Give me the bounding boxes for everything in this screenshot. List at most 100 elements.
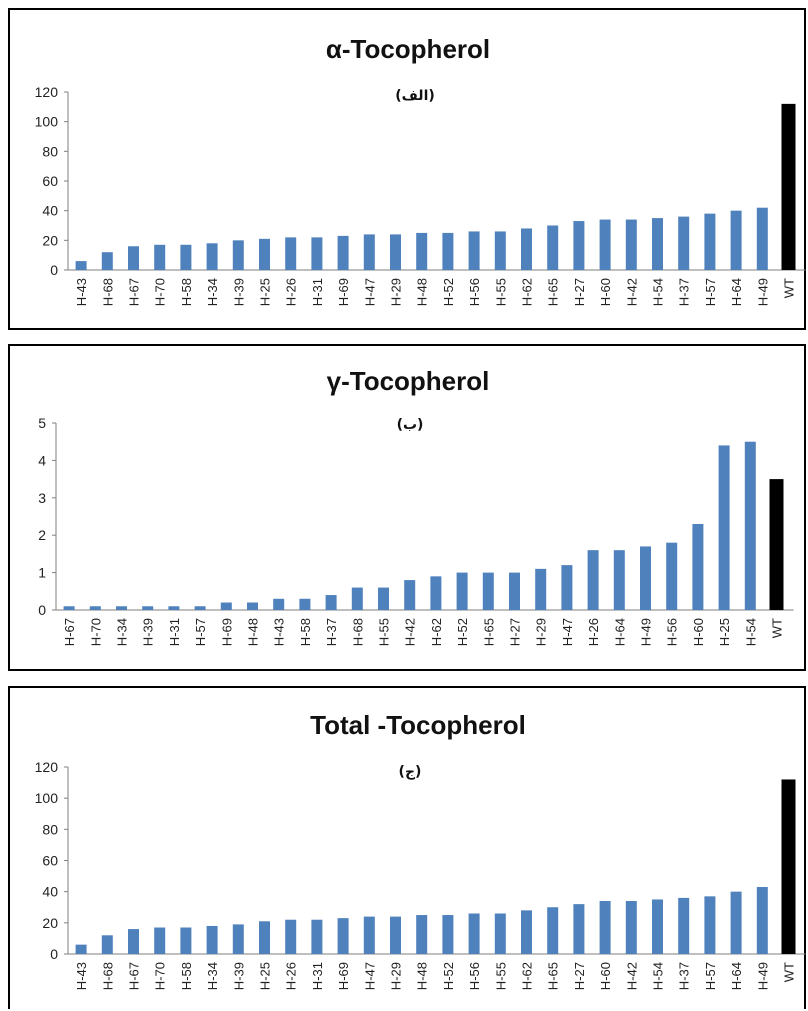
bar-wt [769,479,784,610]
x-tick-label: H-67 [127,962,142,990]
bar-h-26 [587,550,599,610]
x-tick-label: H-64 [729,278,744,306]
x-tick-label: H-57 [703,278,718,306]
x-tick-label: H-54 [651,962,666,990]
bar-h-70 [89,606,101,610]
bar-h-68 [101,252,113,270]
bar-h-47 [363,234,375,270]
bar-h-60 [599,219,611,270]
bar-h-68 [101,935,113,954]
bar-h-26 [285,237,297,270]
x-tick-label: H-42 [403,618,418,646]
bar-h-64 [730,891,742,954]
bar-h-37 [678,897,690,954]
x-tick-label: H-37 [677,278,692,306]
y-tick-label: 100 [35,114,59,130]
x-tick-label: H-57 [193,618,208,646]
bar-h-26 [285,919,297,954]
bar-h-62 [521,228,532,270]
x-tick-label: H-55 [377,618,392,646]
bar-h-67 [128,246,139,270]
x-tick-label: H-43 [74,278,89,306]
x-tick-label: H-39 [231,962,246,990]
bar-h-62 [521,910,532,954]
y-tick-label: 1 [38,565,46,581]
y-tick-label: 60 [42,853,58,869]
x-tick-label: H-69 [336,278,351,306]
x-tick-label: H-52 [455,618,470,646]
x-tick-label: H-48 [246,618,261,646]
x-tick-label: H-70 [153,278,168,306]
x-tick-label: H-34 [115,618,130,646]
bar-h-54 [652,899,663,954]
bar-h-62 [430,576,442,610]
x-tick-label: H-48 [415,278,430,306]
y-tick-label: 5 [38,415,46,431]
bar-h-69 [337,918,349,954]
x-tick-label: H-48 [415,962,430,990]
bar-h-56 [468,231,480,270]
bar-h-48 [416,915,428,954]
bar-h-25 [259,238,270,270]
x-tick-label: H-56 [467,278,482,306]
chart-panel-gamma: γ-Tocopherol (ب) 0 1 2 3 4 5 H-67 H-70 H-34 H-39 H… [8,344,806,671]
bar-h-55 [378,587,389,610]
x-tick-label: H-52 [441,278,456,306]
bar-h-27 [573,221,585,270]
x-tick-label: H-26 [284,278,299,306]
y-tick-label: 40 [42,884,58,900]
x-tick-label: H-54 [651,278,666,306]
x-tick-label: H-42 [624,278,639,306]
x-tick-label: H-43 [272,618,287,646]
bar-h-27 [573,904,585,954]
bar-h-69 [337,235,349,270]
x-tick-label: H-54 [743,618,758,646]
chart-title: Total -Tocopherol [310,710,526,740]
x-tick-label: H-34 [205,278,220,306]
bar-h-34 [206,243,218,270]
bar-h-67 [128,929,139,954]
x-tick-label: H-67 [62,618,77,646]
bar-h-64 [730,210,742,270]
chart-subtitle: (ج) [399,764,422,780]
y-tick-label: 40 [42,203,58,219]
x-tick-label: H-52 [441,962,456,990]
x-tick-label: H-39 [141,618,156,646]
bar-h-42 [404,580,416,610]
bar-h-58 [180,927,192,954]
x-tick-label: H-25 [258,962,273,990]
bar-h-48 [416,232,428,270]
bar-h-39 [232,924,244,954]
chart-title: α-Tocopherol [326,34,490,64]
bar-h-29 [535,568,547,610]
bar-h-57 [194,606,206,610]
bar-h-56 [468,913,480,954]
bar-wt [781,103,796,270]
gamma-tocopherol-chart: γ-Tocopherol (ب) 0 1 2 3 4 5 H-67 H-70 H-34 H-39 H… [38,366,794,646]
bar-h-37 [678,216,690,270]
bar-h-57 [704,213,716,270]
x-tick-label: H-62 [429,618,444,646]
bar-h-42 [625,219,637,270]
bar-h-58 [299,598,311,610]
x-tick-label: H-42 [624,962,639,990]
x-tick-label: H-60 [691,618,706,646]
bar-h-69 [220,602,232,610]
x-tick-label: H-64 [612,618,627,646]
y-tick-label: 100 [35,790,59,806]
x-tick-label: H-47 [560,618,575,646]
bar-h-31 [311,237,323,270]
x-tick-label: H-37 [324,618,339,646]
bar-h-34 [206,925,218,954]
x-tick-label: H-69 [219,618,234,646]
x-tick-label: H-43 [74,962,89,990]
chart-subtitle: (ب) [397,417,424,433]
y-tick-label: 0 [50,946,58,962]
chart-panel-total: Total -Tocopherol (ج) 0 20 40 60 80 100 120 H-4… [8,686,806,1009]
x-tick-label: H-68 [100,962,115,990]
x-tick-label: H-65 [546,278,561,306]
bar-h-70 [154,927,166,954]
bar-h-39 [142,606,154,610]
bar-h-29 [390,234,401,270]
x-tick-label: H-70 [153,962,168,990]
